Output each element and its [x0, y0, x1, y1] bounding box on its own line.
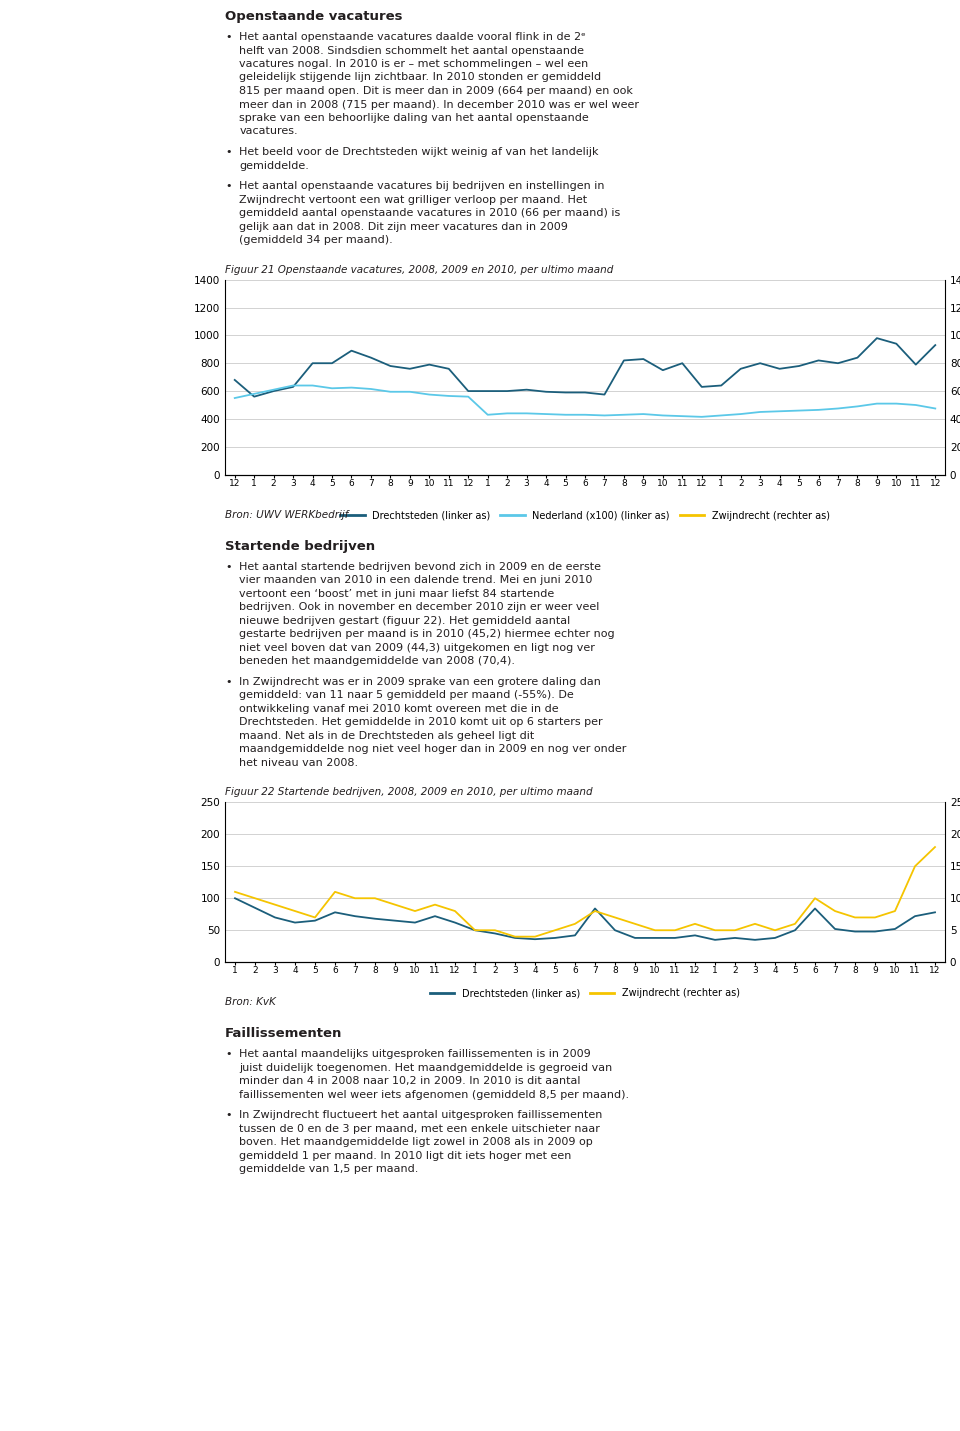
Text: •: •	[225, 31, 231, 41]
Text: boven. Het maandgemiddelde ligt zowel in 2008 als in 2009 op: boven. Het maandgemiddelde ligt zowel in…	[239, 1138, 593, 1148]
Text: het niveau van 2008.: het niveau van 2008.	[239, 757, 358, 767]
Text: In Zwijndrecht was er in 2009 sprake van een grotere daling dan: In Zwijndrecht was er in 2009 sprake van…	[239, 677, 601, 687]
Text: minder dan 4 in 2008 naar 10,2 in 2009. In 2010 is dit aantal: minder dan 4 in 2008 naar 10,2 in 2009. …	[239, 1076, 581, 1086]
Text: vacatures nogal. In 2010 is er – met schommelingen – wel een: vacatures nogal. In 2010 is er – met sch…	[239, 59, 588, 69]
Text: gemiddeld aantal openstaande vacatures in 2010 (66 per maand) is: gemiddeld aantal openstaande vacatures i…	[239, 207, 621, 218]
Text: faillissementen wel weer iets afgenomen (gemiddeld 8,5 per maand).: faillissementen wel weer iets afgenomen …	[239, 1090, 630, 1100]
Text: (gemiddeld 34 per maand).: (gemiddeld 34 per maand).	[239, 235, 394, 245]
Text: beneden het maandgemiddelde van 2008 (70,4).: beneden het maandgemiddelde van 2008 (70…	[239, 657, 516, 667]
Text: Het aantal openstaande vacatures bij bedrijven en instellingen in: Het aantal openstaande vacatures bij bed…	[239, 182, 605, 192]
Text: maandgemiddelde nog niet veel hoger dan in 2009 en nog ver onder: maandgemiddelde nog niet veel hoger dan …	[239, 744, 627, 754]
Text: Figuur 22 Startende bedrijven, 2008, 2009 en 2010, per ultimo maand: Figuur 22 Startende bedrijven, 2008, 200…	[225, 787, 592, 797]
Text: Het aantal openstaande vacatures daalde vooral flink in de 2ᵉ: Het aantal openstaande vacatures daalde …	[239, 31, 587, 41]
Text: Figuur 21 Openstaande vacatures, 2008, 2009 en 2010, per ultimo maand: Figuur 21 Openstaande vacatures, 2008, 2…	[225, 265, 613, 275]
Text: Drechtsteden: Drechtsteden	[90, 73, 152, 83]
Text: Het aantal startende bedrijven bevond zich in 2009 en de eerste: Het aantal startende bedrijven bevond zi…	[239, 561, 601, 571]
Text: gestarte bedrijven per maand is in 2010 (45,2) hiermee echter nog: gestarte bedrijven per maand is in 2010 …	[239, 630, 615, 640]
Text: geleidelijk stijgende lijn zichtbaar. In 2010 stonden er gemiddeld: geleidelijk stijgende lijn zichtbaar. In…	[239, 73, 602, 83]
Text: helft van 2008. Sindsdien schommelt het aantal openstaande: helft van 2008. Sindsdien schommelt het …	[239, 46, 585, 56]
Text: 815 per maand open. Dit is meer dan in 2009 (664 per maand) en ook: 815 per maand open. Dit is meer dan in 2…	[239, 86, 634, 96]
Text: Onderzoekcentrum: Onderzoekcentrum	[90, 31, 196, 41]
Text: Het beeld voor de Drechtsteden wijkt weinig af van het landelijk: Het beeld voor de Drechtsteden wijkt wei…	[239, 147, 599, 157]
Text: Bron: KvK: Bron: KvK	[225, 997, 276, 1007]
Legend: Drechtsteden (linker as), Nederland (x100) (linker as), Zwijndrecht (rechter as): Drechtsteden (linker as), Nederland (x10…	[336, 507, 833, 524]
Text: niet veel boven dat van 2009 (44,3) uitgekomen en ligt nog ver: niet veel boven dat van 2009 (44,3) uitg…	[239, 643, 595, 653]
Text: Drechtsteden. Het gemiddelde in 2010 komt uit op 6 starters per: Drechtsteden. Het gemiddelde in 2010 kom…	[239, 717, 603, 727]
Text: gemiddeld: van 11 naar 5 gemiddeld per maand (-55%). De: gemiddeld: van 11 naar 5 gemiddeld per m…	[239, 690, 574, 700]
Text: •: •	[225, 1049, 231, 1059]
Text: •: •	[225, 677, 231, 687]
Text: Het aantal maandelijks uitgesproken faillissementen is in 2009: Het aantal maandelijks uitgesproken fail…	[239, 1049, 591, 1059]
Text: •: •	[225, 147, 231, 157]
Text: Openstaande vacatures: Openstaande vacatures	[225, 10, 402, 23]
Text: gemiddelde.: gemiddelde.	[239, 160, 309, 170]
Text: Bron: UWV WERKbedrijf: Bron: UWV WERKbedrijf	[225, 509, 348, 519]
Text: •: •	[225, 561, 231, 571]
Text: vier maanden van 2010 in een dalende trend. Mei en juni 2010: vier maanden van 2010 in een dalende tre…	[239, 575, 592, 585]
Text: maand. Net als in de Drechtsteden als geheel ligt dit: maand. Net als in de Drechtsteden als ge…	[239, 731, 535, 741]
Legend: Drechtsteden (linker as), Zwijndrecht (rechter as): Drechtsteden (linker as), Zwijndrecht (r…	[426, 985, 744, 1002]
Text: vertoont een ‘boost’ met in juni maar liefst 84 startende: vertoont een ‘boost’ met in juni maar li…	[239, 588, 555, 598]
Text: •: •	[225, 1110, 231, 1120]
Text: Startende bedrijven: Startende bedrijven	[225, 539, 375, 552]
Text: gemiddeld 1 per maand. In 2010 ligt dit iets hoger met een: gemiddeld 1 per maand. In 2010 ligt dit …	[239, 1151, 572, 1161]
Text: •: •	[225, 182, 231, 192]
Text: meer dan in 2008 (715 per maand). In december 2010 was er wel weer: meer dan in 2008 (715 per maand). In dec…	[239, 100, 639, 110]
Text: ontwikkeling vanaf mei 2010 komt overeen met die in de: ontwikkeling vanaf mei 2010 komt overeen…	[239, 704, 559, 714]
Text: tussen de 0 en de 3 per maand, met een enkele uitschieter naar: tussen de 0 en de 3 per maand, met een e…	[239, 1123, 600, 1133]
Text: In Zwijndrecht fluctueert het aantal uitgesproken faillissementen: In Zwijndrecht fluctueert het aantal uit…	[239, 1110, 603, 1120]
Text: sprake van een behoorlijke daling van het aantal openstaande: sprake van een behoorlijke daling van he…	[239, 113, 589, 123]
Text: Faillissementen: Faillissementen	[225, 1027, 343, 1040]
Text: nieuwe bedrijven gestart (figuur 22). Het gemiddeld aantal: nieuwe bedrijven gestart (figuur 22). He…	[239, 615, 570, 625]
Text: Zwijndrecht vertoont een wat grilliger verloop per maand. Het: Zwijndrecht vertoont een wat grilliger v…	[239, 195, 588, 205]
Text: vacatures.: vacatures.	[239, 126, 298, 136]
Text: gelijk aan dat in 2008. Dit zijn meer vacatures dan in 2009: gelijk aan dat in 2008. Dit zijn meer va…	[239, 222, 568, 232]
Text: gemiddelde van 1,5 per maand.: gemiddelde van 1,5 per maand.	[239, 1165, 419, 1175]
Text: juist duidelijk toegenomen. Het maandgemiddelde is gegroeid van: juist duidelijk toegenomen. Het maandgem…	[239, 1063, 612, 1073]
Text: Partner voor beleid: Partner voor beleid	[21, 1387, 115, 1397]
Text: bedrijven. Ook in november en december 2010 zijn er weer veel: bedrijven. Ook in november en december 2…	[239, 602, 600, 612]
